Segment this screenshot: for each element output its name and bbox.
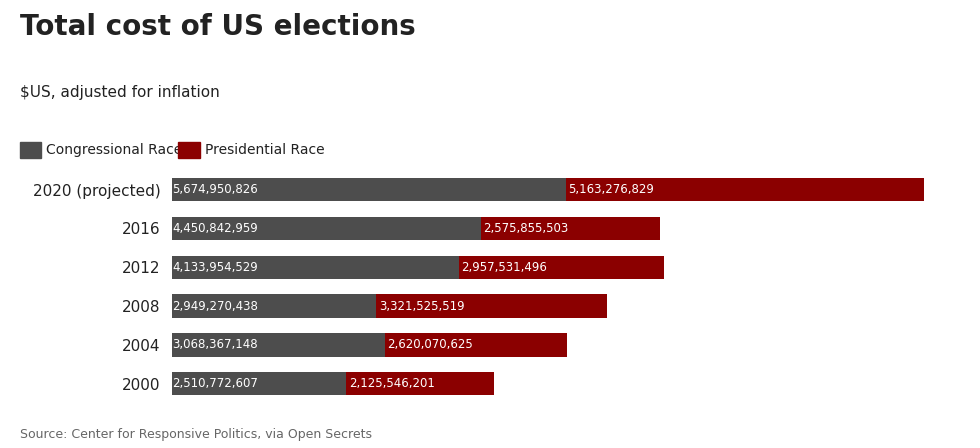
- Bar: [172, 217, 480, 240]
- Text: 4,133,954,529: 4,133,954,529: [172, 261, 259, 274]
- Bar: [384, 333, 566, 357]
- Text: 2,510,772,607: 2,510,772,607: [172, 377, 259, 390]
- Bar: [172, 372, 346, 396]
- Text: Presidential Race: Presidential Race: [205, 143, 324, 157]
- Text: 2,575,855,503: 2,575,855,503: [483, 222, 568, 235]
- Text: 5,674,950,826: 5,674,950,826: [172, 183, 259, 196]
- Bar: [172, 333, 384, 357]
- Text: 2,620,070,625: 2,620,070,625: [387, 338, 473, 352]
- Bar: [565, 178, 924, 201]
- Text: Congressional Races: Congressional Races: [46, 143, 189, 157]
- Bar: [459, 256, 664, 279]
- Text: 2,957,531,496: 2,957,531,496: [462, 261, 547, 274]
- Text: 3,068,367,148: 3,068,367,148: [172, 338, 258, 352]
- Bar: [480, 217, 660, 240]
- Text: 4,450,842,959: 4,450,842,959: [172, 222, 259, 235]
- Bar: [172, 178, 565, 201]
- Text: 3,321,525,519: 3,321,525,519: [379, 300, 465, 313]
- Bar: [172, 294, 376, 318]
- Bar: [376, 294, 607, 318]
- Text: Total cost of US elections: Total cost of US elections: [20, 13, 416, 41]
- Bar: [346, 372, 494, 396]
- Text: Source: Center for Responsive Politics, via Open Secrets: Source: Center for Responsive Politics, …: [20, 428, 371, 441]
- Text: 2,949,270,438: 2,949,270,438: [172, 300, 259, 313]
- Text: 5,163,276,829: 5,163,276,829: [568, 183, 655, 196]
- Text: 2,125,546,201: 2,125,546,201: [349, 377, 434, 390]
- Text: $US, adjusted for inflation: $US, adjusted for inflation: [20, 85, 220, 100]
- Bar: [172, 256, 459, 279]
